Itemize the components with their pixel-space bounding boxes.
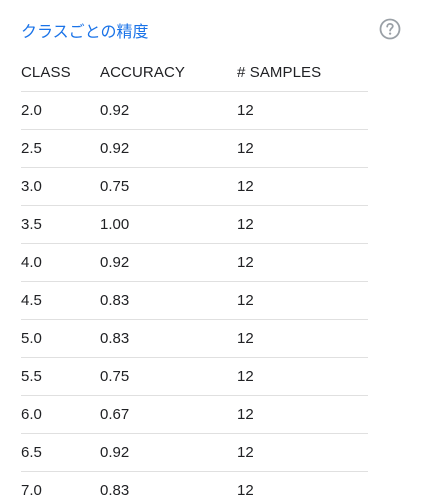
samples-cell: 12 <box>237 395 368 434</box>
table-row: 5.0 0.83 12 <box>21 319 368 358</box>
accuracy-cell: 0.92 <box>100 91 237 130</box>
samples-cell: 12 <box>237 319 368 358</box>
class-cell: 2.5 <box>21 129 100 168</box>
table-row: 6.0 0.67 12 <box>21 395 368 434</box>
table-row: 5.5 0.75 12 <box>21 357 368 396</box>
class-cell: 5.5 <box>21 357 100 396</box>
samples-cell: 12 <box>237 205 368 244</box>
section-title-link[interactable]: クラスごとの精度 <box>21 22 149 41</box>
accuracy-cell: 0.83 <box>100 319 237 358</box>
class-cell: 3.0 <box>21 167 100 206</box>
table-row: 4.0 0.92 12 <box>21 243 368 282</box>
table-row: 3.5 1.00 12 <box>21 205 368 244</box>
table-row: 7.0 0.83 12 <box>21 471 368 504</box>
samples-cell: 12 <box>237 433 368 472</box>
table-row: 2.0 0.92 12 <box>21 91 368 130</box>
help-icon[interactable] <box>379 18 401 40</box>
column-header-samples: # SAMPLES <box>237 54 368 92</box>
table-row: 3.0 0.75 12 <box>21 167 368 206</box>
table-row: 4.5 0.83 12 <box>21 281 368 320</box>
samples-cell: 12 <box>237 243 368 282</box>
column-header-accuracy: ACCURACY <box>100 54 237 92</box>
accuracy-cell: 0.83 <box>100 281 237 320</box>
samples-cell: 12 <box>237 471 368 504</box>
accuracy-cell: 1.00 <box>100 205 237 244</box>
per-class-accuracy-table: CLASS ACCURACY # SAMPLES 2.0 0.92 12 2.5… <box>21 54 368 504</box>
class-cell: 7.0 <box>21 471 100 504</box>
class-cell: 2.0 <box>21 91 100 130</box>
section-header: クラスごとの精度 <box>21 15 406 43</box>
accuracy-cell: 0.67 <box>100 395 237 434</box>
samples-cell: 12 <box>237 167 368 206</box>
samples-cell: 12 <box>237 281 368 320</box>
accuracy-cell: 0.92 <box>100 433 237 472</box>
table-row: 2.5 0.92 12 <box>21 129 368 168</box>
class-cell: 4.0 <box>21 243 100 282</box>
accuracy-cell: 0.83 <box>100 471 237 504</box>
accuracy-cell: 0.75 <box>100 167 237 206</box>
class-cell: 6.5 <box>21 433 100 472</box>
samples-cell: 12 <box>237 357 368 396</box>
class-cell: 6.0 <box>21 395 100 434</box>
table-header-row: CLASS ACCURACY # SAMPLES <box>21 54 368 92</box>
class-cell: 4.5 <box>21 281 100 320</box>
accuracy-cell: 0.92 <box>100 129 237 168</box>
samples-cell: 12 <box>237 91 368 130</box>
class-cell: 3.5 <box>21 205 100 244</box>
table-row: 6.5 0.92 12 <box>21 433 368 472</box>
column-header-class: CLASS <box>21 54 100 92</box>
class-cell: 5.0 <box>21 319 100 358</box>
samples-cell: 12 <box>237 129 368 168</box>
accuracy-cell: 0.92 <box>100 243 237 282</box>
accuracy-cell: 0.75 <box>100 357 237 396</box>
